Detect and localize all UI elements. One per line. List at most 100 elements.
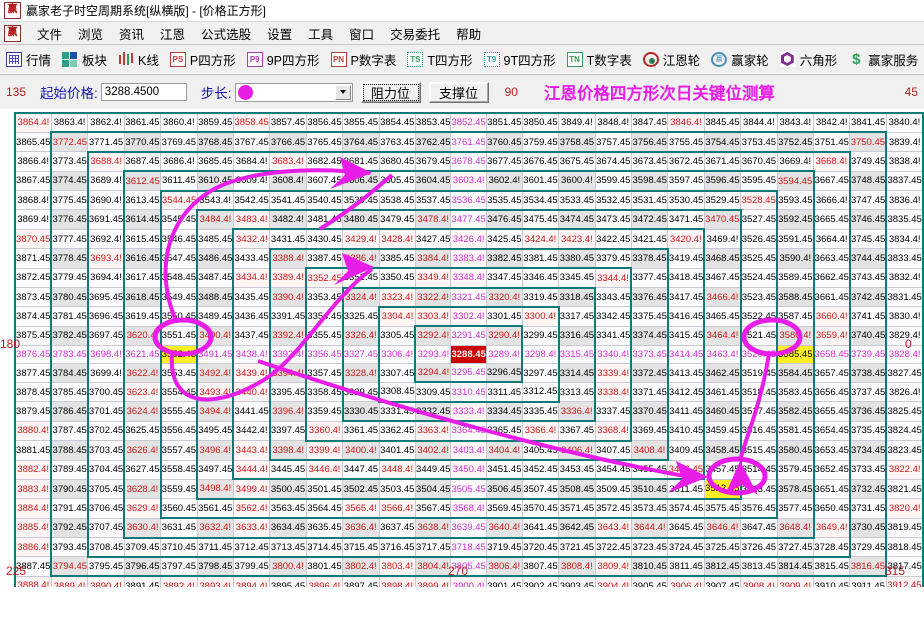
grid-cell[interactable]: 3326.4! [341,325,380,346]
grid-cell[interactable]: 3623.4! [123,381,162,403]
grid-cell[interactable]: 3749.45 [849,151,888,172]
grid-cell[interactable]: 3345.45 [558,267,596,289]
grid-cell[interactable]: 3677.45 [485,150,523,172]
grid-cell[interactable]: 3598.45 [630,170,669,192]
grid-cell[interactable]: 3791.45 [50,498,89,519]
grid-cell[interactable]: 3521.45 [740,325,779,346]
grid-cell[interactable]: 3397.45 [268,420,307,442]
grid-cell[interactable]: 3388.4! [268,247,307,269]
grid-cell[interactable]: 3537.45 [414,189,452,211]
grid-cell[interactable]: 3859.45 [196,111,234,133]
grid-cell[interactable]: 3395.45 [268,381,307,403]
grid-cell[interactable]: 3365.45 [485,420,523,442]
grid-cell[interactable]: 3647.45 [740,517,778,539]
resistance-button[interactable]: 阻力位 [360,81,421,103]
grid-cell[interactable]: 3625.45 [123,420,162,442]
menu-item-window[interactable]: 窗口 [349,27,375,42]
grid-cell[interactable]: 3618.45 [123,287,162,308]
grid-cell[interactable]: 3737.45 [849,381,888,403]
grid-cell[interactable]: 3809.4! [594,556,632,578]
toolbar-button-kline[interactable]: K线 [118,50,159,69]
grid-cell[interactable]: 3316.45 [558,325,597,346]
grid-cell[interactable]: 3857.45 [269,111,307,133]
grid-cell[interactable]: 3534.45 [521,189,560,211]
menu-item-formula-screen[interactable]: 公式选股 [201,27,252,42]
grid-cell[interactable]: 3862.4! [87,111,125,133]
grid-cell[interactable]: 3443.4! [232,440,271,461]
grid-cell[interactable]: 3464.4! [703,325,742,346]
menu-item-settings[interactable]: 设置 [267,27,293,42]
grid-cell[interactable]: 3770.45 [123,131,162,153]
grid-cell[interactable]: 3386.4! [342,247,380,269]
grid-cell[interactable]: 3330.45 [341,401,380,423]
grid-cell[interactable]: 3405.45 [521,440,560,462]
grid-cell[interactable]: 3509.45 [594,478,632,500]
grid-cell[interactable]: 3381.45 [521,247,560,269]
grid-cell[interactable]: 3384.4! [414,247,452,269]
grid-cell[interactable]: 3465.45 [703,306,742,327]
grid-cell[interactable]: 3434.4! [232,267,271,289]
grid-cell[interactable]: 3486.45 [196,248,234,269]
grid-cell[interactable]: 3570.45 [521,498,560,520]
grid-cell[interactable]: 3858.45 [232,111,271,133]
grid-cell[interactable]: 3616.45 [123,248,162,269]
grid-cell[interactable]: 3627.45 [123,459,162,480]
grid-cell[interactable]: 3506.45 [485,478,523,500]
grid-cell[interactable]: 3310.45 [450,381,487,403]
grid-cell[interactable]: 3447.45 [342,459,380,481]
grid-cell[interactable]: 3753.45 [740,131,778,153]
grid-cell[interactable]: 3709.45 [123,537,162,559]
grid-cell[interactable]: 3675.45 [558,150,596,172]
grid-cell[interactable]: 3701.45 [86,401,125,422]
grid-cell[interactable]: 3314.45 [558,363,597,383]
grid-cell[interactable]: 3900.4! [450,575,487,587]
grid-cell[interactable]: 3542.45 [232,189,271,211]
grid-cell[interactable]: 3779.45 [50,267,89,289]
grid-cell[interactable]: 3309.45 [414,381,452,403]
grid-cell[interactable]: 3611.45 [160,170,198,192]
grid-cell[interactable]: 3495.45 [196,420,234,442]
grid-cell[interactable]: 3629.4! [123,498,162,519]
grid-cell[interactable]: 3908.4! [740,575,778,587]
grid-cell[interactable]: 3523.45 [740,287,779,308]
grid-cell[interactable]: 3740.45 [849,325,888,346]
menu-item-file[interactable]: 文件 [37,27,63,42]
grid-cell[interactable]: 3614.45 [123,209,162,230]
grid-cell[interactable]: 3547.45 [159,248,198,269]
grid-cell[interactable]: 3748.45 [849,170,888,192]
grid-cell[interactable]: 3828.4! [885,344,924,365]
grid-cell[interactable]: 3441.45 [232,401,271,422]
grid-cell[interactable]: 3588.45 [776,287,815,308]
grid-cell[interactable]: 3685.45 [196,150,234,172]
grid-cell[interactable]: 3300.4! [521,305,560,327]
grid-cell[interactable]: 3727.45 [776,537,815,559]
grid-cell[interactable]: 3710.45 [160,537,198,559]
grid-cell[interactable]: 3493.4! [196,381,234,403]
grid-cell[interactable]: 3699.4! [86,363,125,383]
grid-cell[interactable]: 3804.4! [414,556,452,578]
grid-cell[interactable]: 3700.45 [86,381,125,403]
grid-cell[interactable]: 3724.45 [667,537,705,559]
grid-cell[interactable]: 3667.45 [813,170,851,192]
grid-cell[interactable]: 3436.45 [232,306,271,327]
grid-cell[interactable]: 3861.45 [123,111,162,133]
grid-cell[interactable]: 3496.4! [196,440,234,461]
grid-cell[interactable]: 3843.4! [776,111,815,133]
grid-cell[interactable]: 3856.45 [305,111,344,133]
grid-cell[interactable]: 3451.45 [485,459,523,481]
grid-cell[interactable]: 3462.45 [703,363,742,383]
grid-cell[interactable]: 3659.4! [813,325,851,346]
grid-cell[interactable]: 3410.45 [667,420,706,442]
grid-cell[interactable]: 3693.4! [86,248,125,269]
grid-cell[interactable]: 3556.45 [159,420,198,442]
grid-cell[interactable]: 3375.45 [630,306,669,327]
grid-cell[interactable]: 3797.45 [160,556,198,578]
grid-cell[interactable]: 3424.4! [521,228,560,250]
grid-cell[interactable]: 3607.45 [305,170,344,192]
grid-cell[interactable]: 3327.45 [341,344,380,365]
grid-cell[interactable]: 3807.45 [521,556,560,578]
grid-cell[interactable]: 3894.4! [232,575,271,587]
grid-cell[interactable]: 3848.4! [594,111,632,133]
grid-cell[interactable]: 3775.45 [50,190,89,211]
grid-cell[interactable]: 3550.45 [159,306,198,327]
